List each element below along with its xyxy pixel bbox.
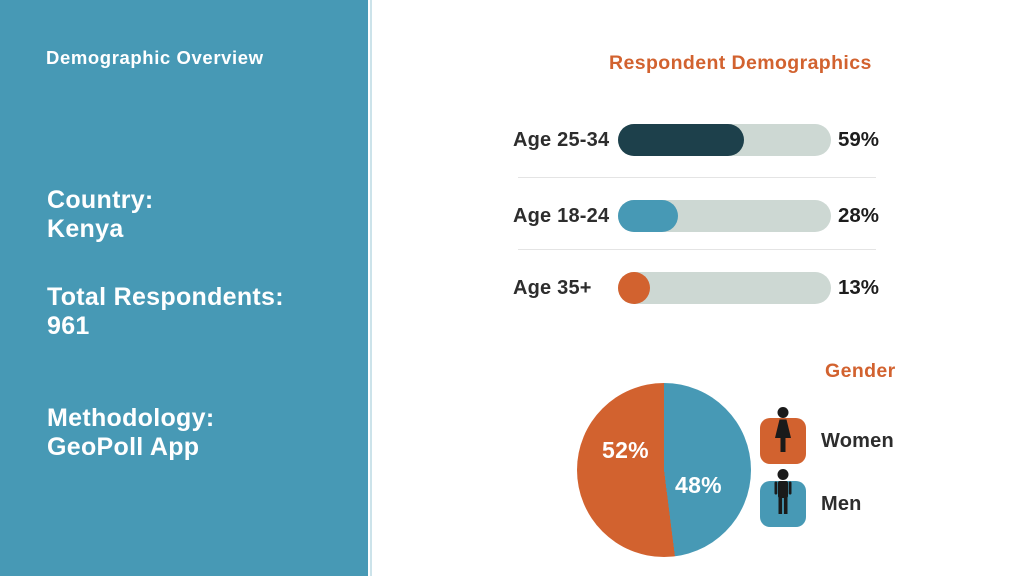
respondents-label: Total Respondents:	[47, 283, 284, 311]
bar-fill-age-35plus	[618, 272, 650, 304]
row-divider	[518, 177, 876, 178]
methodology-label: Methodology:	[47, 404, 215, 432]
pie-chart-title: Gender	[825, 360, 896, 382]
bar-track	[618, 272, 831, 304]
man-icon	[774, 469, 792, 514]
methodology-value: GeoPoll App	[47, 433, 200, 461]
sidebar-item-methodology: Methodology: GeoPoll App	[47, 404, 214, 462]
legend-label-men: Men	[821, 493, 862, 515]
sidebar-edge-hairline	[370, 0, 372, 576]
bar-fill-age-18-24	[618, 200, 678, 232]
bar-fill-age-25-34	[618, 124, 744, 156]
pie-slice-label-women: 52%	[602, 437, 649, 463]
bar-value-age-35plus: 13%	[838, 276, 880, 299]
respondents-value: 961	[47, 312, 90, 340]
legend-swatch-women	[760, 407, 806, 464]
bar-value-age-18-24: 28%	[838, 204, 880, 227]
sidebar-title: Demographic Overview	[46, 47, 264, 68]
legend-swatch-men	[760, 469, 806, 527]
bar-chart-title: Respondent Demographics	[609, 52, 872, 74]
pie-slice-label-men: 48%	[675, 472, 722, 498]
country-value: Kenya	[47, 215, 124, 243]
sidebar-item-respondents: Total Respondents: 961	[47, 283, 284, 341]
bar-value-age-25-34: 59%	[838, 128, 880, 151]
sidebar: Demographic Overview Country: Kenya Tota…	[0, 0, 368, 576]
legend-label-women: Women	[821, 430, 894, 452]
gender-pie	[577, 383, 751, 557]
bar-category-age-18-24: Age 18-24	[513, 205, 610, 227]
bar-category-age-35plus: Age 35+	[513, 277, 592, 299]
bar-track	[618, 200, 831, 232]
bar-category-age-25-34: Age 25-34	[513, 129, 610, 151]
country-label: Country:	[47, 186, 154, 214]
sidebar-item-country: Country: Kenya	[47, 186, 154, 244]
row-divider	[518, 249, 876, 250]
bar-track	[618, 124, 831, 156]
woman-icon	[775, 407, 791, 452]
